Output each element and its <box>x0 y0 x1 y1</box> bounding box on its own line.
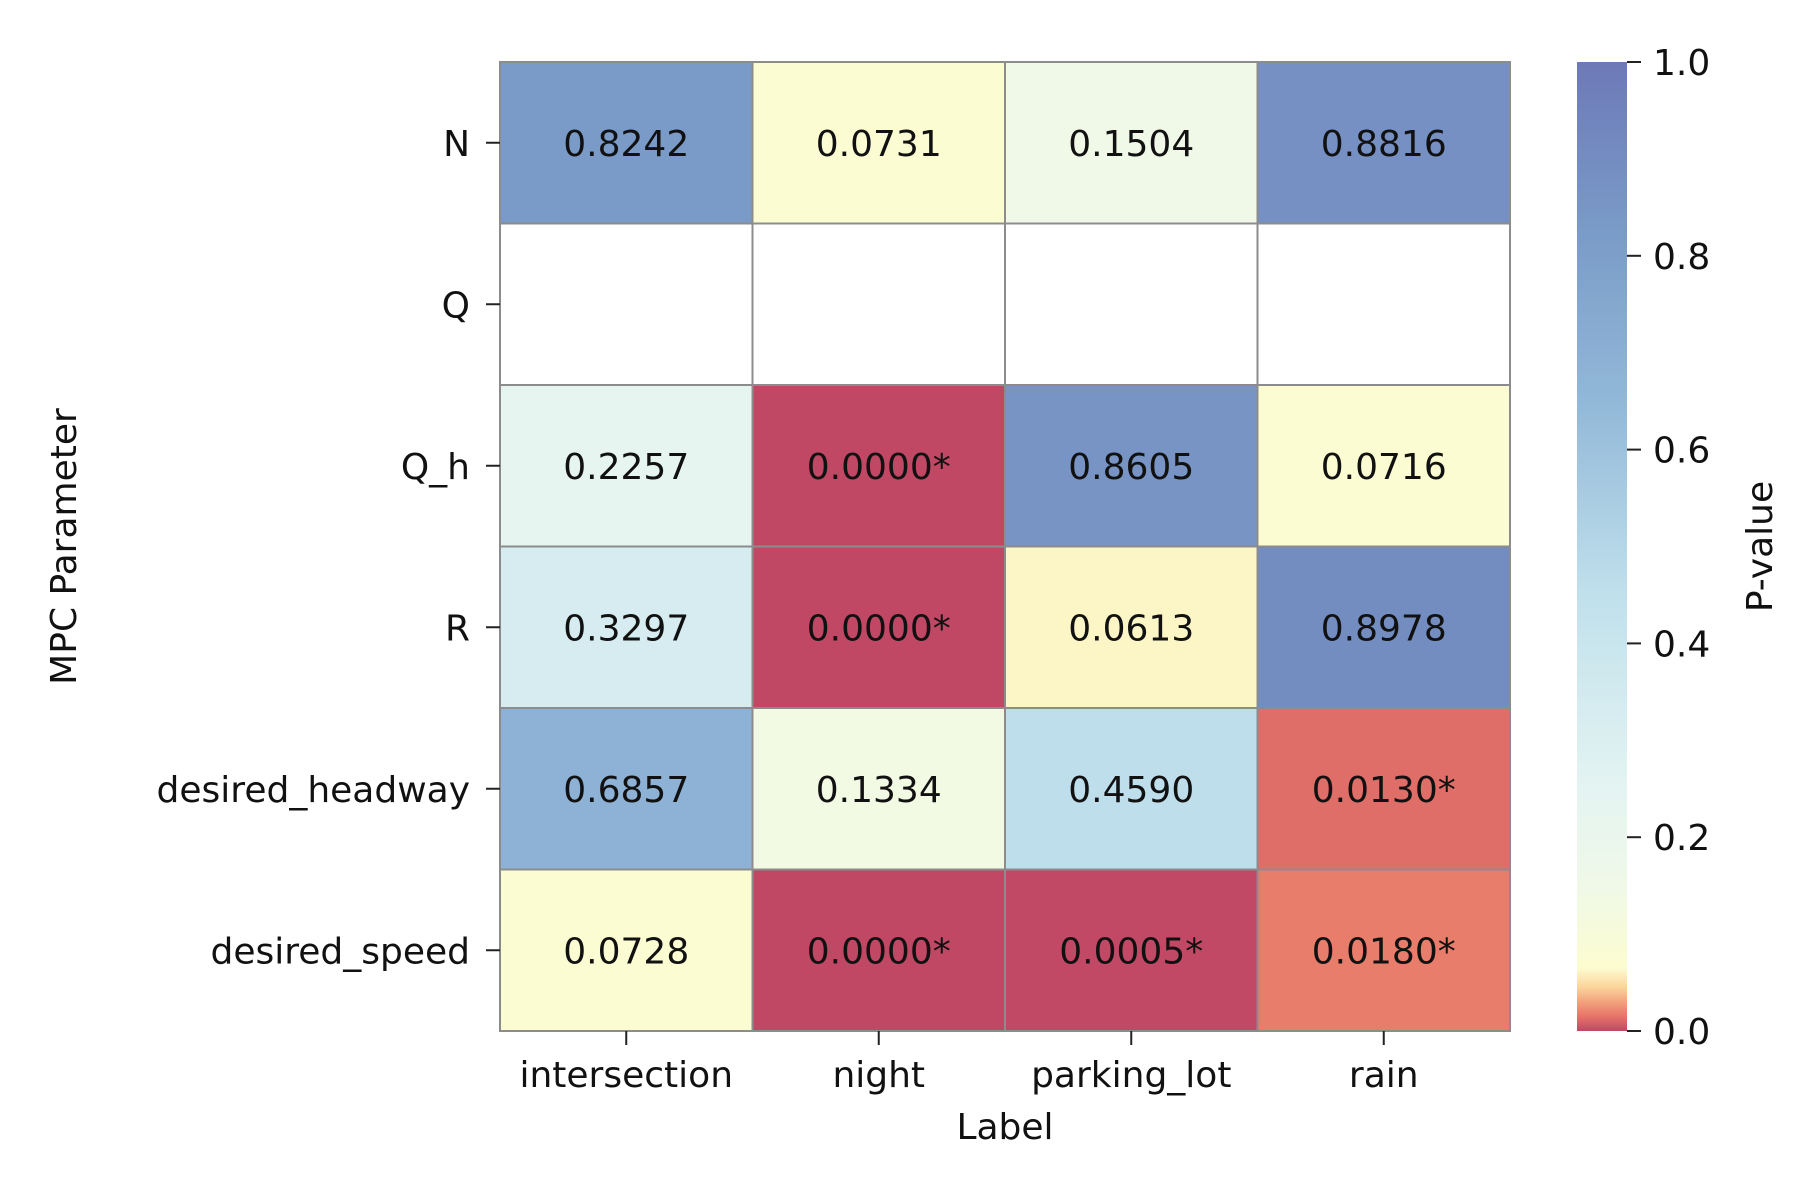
heatmap-cell <box>499 868 754 1032</box>
heatmap-cell <box>1004 222 1259 386</box>
cell-value-label: 0.1504 <box>1068 124 1194 165</box>
x-axis-label: Label <box>956 1107 1053 1148</box>
heatmap-cell <box>499 222 754 386</box>
heatmap-cell <box>499 384 754 548</box>
heatmap-cell <box>1256 868 1511 1032</box>
colorbar-label: P-value <box>1740 481 1781 612</box>
cell-value-label: 0.6857 <box>563 770 689 811</box>
y-tick-label: desired_speed <box>210 931 470 972</box>
colorbar: 0.0 0.2 0.4 0.6 0.8 1.0 <box>1577 43 1710 1053</box>
cell-value-label: 0.8978 <box>1321 608 1447 649</box>
y-tick-label: desired_headway <box>157 770 470 811</box>
cell-value-label: 0.0000* <box>807 931 951 972</box>
x-tick-label: night <box>832 1055 925 1096</box>
colorbar-tick-label: 0.6 <box>1653 431 1710 472</box>
y-tick-label: N <box>443 124 470 165</box>
cell-value-label: 0.0716 <box>1321 447 1447 488</box>
cell-value-label: 0.8816 <box>1321 124 1447 165</box>
cell-value-label: 0.2257 <box>563 447 689 488</box>
colorbar-tick-label: 1.0 <box>1653 43 1710 84</box>
heatmap-cell <box>751 384 1006 548</box>
heatmap-cell <box>499 61 754 225</box>
cell-value-label: 0.0731 <box>816 124 942 165</box>
colorbar-tick-label: 0.2 <box>1653 818 1710 859</box>
colorbar-tick-label: 0.4 <box>1653 624 1710 665</box>
heatmap-cell <box>751 707 1006 871</box>
heatmap-cell <box>1256 707 1511 871</box>
cell-value-label: 0.0000* <box>807 608 951 649</box>
cell-value-label: 0.1334 <box>816 770 942 811</box>
cell-value-label: 0.0005* <box>1059 931 1203 972</box>
x-tick-label: intersection <box>519 1055 733 1096</box>
heatmap-cells: 0.8242 0.0731 0.1504 0.8816 0.2257 0.0000* 0.8… <box>499 61 1511 1032</box>
heatmap-cell <box>1004 707 1259 871</box>
heatmap-cell <box>1256 545 1511 709</box>
heatmap-cell <box>751 545 1006 709</box>
x-axis-ticks: intersection night parking_lot rain <box>519 1031 1419 1096</box>
heatmap-cell <box>1256 384 1511 548</box>
colorbar-tick-label: 0.8 <box>1653 237 1710 278</box>
heatmap-cell <box>751 222 1006 386</box>
colorbar-tick-label: 0.0 <box>1653 1012 1710 1053</box>
heatmap-cell <box>1004 868 1259 1032</box>
heatmap-cell <box>499 707 754 871</box>
y-tick-label: Q <box>442 285 470 326</box>
y-tick-label: Q_h <box>401 447 470 488</box>
cell-value-label: 0.8605 <box>1068 447 1194 488</box>
heatmap-cell <box>1256 222 1511 386</box>
x-tick-label: parking_lot <box>1031 1055 1231 1096</box>
cell-value-label: 0.0613 <box>1068 608 1194 649</box>
heatmap-cell <box>751 61 1006 225</box>
cell-value-label: 0.0180* <box>1312 931 1456 972</box>
cell-value-label: 0.3297 <box>563 608 689 649</box>
cell-value-label: 0.0728 <box>563 931 689 972</box>
colorbar-gradient <box>1577 62 1627 1031</box>
x-tick-label: rain <box>1349 1055 1419 1096</box>
heatmap-cell <box>1256 61 1511 225</box>
y-tick-label: R <box>445 608 470 649</box>
cell-value-label: 0.0000* <box>807 447 951 488</box>
y-axis-label: MPC Parameter <box>44 408 85 685</box>
heatmap-cell <box>1004 61 1259 225</box>
heatmap-cell <box>751 868 1006 1032</box>
cell-value-label: 0.4590 <box>1068 770 1194 811</box>
cell-value-label: 0.0130* <box>1312 770 1456 811</box>
cell-value-label: 0.8242 <box>563 124 689 165</box>
